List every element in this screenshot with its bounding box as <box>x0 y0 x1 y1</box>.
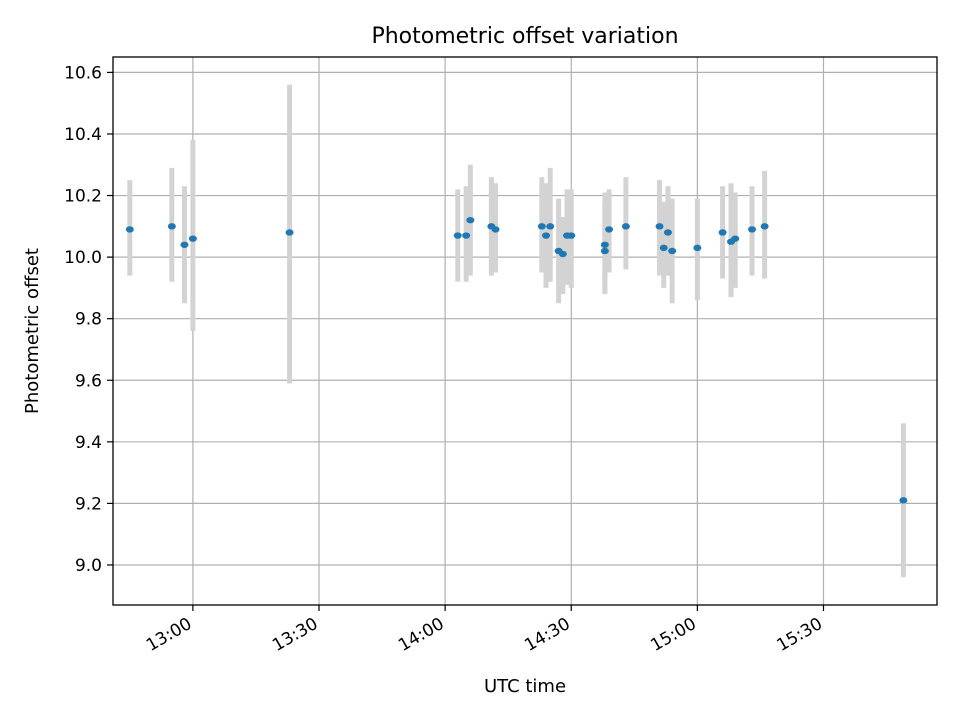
data-point <box>718 229 727 236</box>
data-point <box>453 232 462 239</box>
plot-frame <box>112 56 938 606</box>
data-point <box>605 226 614 233</box>
data-point <box>567 232 576 239</box>
data-point <box>693 244 702 252</box>
y-tick-label: 10.4 <box>64 125 102 145</box>
y-tick-label: 9.2 <box>75 494 102 514</box>
data-point <box>659 244 668 252</box>
data-point <box>491 226 500 233</box>
data-point <box>621 223 630 230</box>
data-point <box>188 235 197 242</box>
data-point <box>462 232 471 239</box>
data-point <box>731 235 740 242</box>
data-points <box>125 216 908 504</box>
data-point <box>899 497 908 504</box>
data-point <box>167 223 176 230</box>
data-point <box>285 229 294 236</box>
x-axis-label: UTC time <box>484 676 566 697</box>
data-point <box>600 241 609 248</box>
y-tick-label: 9.6 <box>75 371 102 391</box>
data-point <box>537 223 546 230</box>
data-point <box>760 223 769 230</box>
data-point <box>663 229 672 236</box>
data-point <box>466 216 475 224</box>
y-tick-label: 10.6 <box>64 63 102 83</box>
data-point <box>180 241 189 248</box>
y-axis-label: Photometric offset <box>22 248 43 414</box>
y-tick-label: 9.4 <box>75 433 102 453</box>
data-point <box>125 226 134 233</box>
y-tick-label: 9.8 <box>75 310 102 330</box>
y-tick-label: 10.0 <box>64 248 102 268</box>
data-point <box>542 232 551 239</box>
data-point <box>600 247 609 255</box>
y-tick-label: 9.0 <box>75 556 102 576</box>
data-point <box>558 250 567 258</box>
chart-title: Photometric offset variation <box>371 24 678 49</box>
y-axis-ticks: 9.0 9.2 9.4 9.6 9.8 10.0 10.2 10.4 10.6 <box>64 63 113 576</box>
grid-lines <box>113 57 937 605</box>
data-point <box>655 223 664 230</box>
y-tick-label: 10.2 <box>64 187 102 207</box>
data-point <box>668 247 677 255</box>
data-point <box>748 226 757 233</box>
data-point <box>546 223 555 230</box>
